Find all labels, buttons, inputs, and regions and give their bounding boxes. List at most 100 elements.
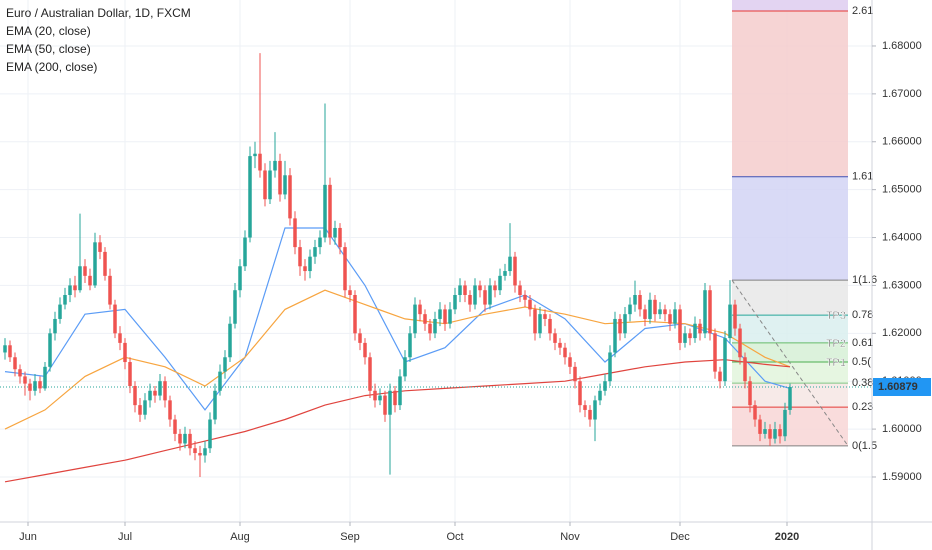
fib-zone [732,362,848,384]
candle-body [298,247,302,267]
candle-body [233,290,237,324]
candle-body [368,357,372,391]
candle-body [643,309,647,319]
candle-body [443,309,447,324]
candle-body [463,285,467,296]
candle-body [603,381,607,391]
candle-body [598,390,602,401]
candle-body [278,160,282,195]
fib-label: 0.5( [852,356,871,368]
candle-body [338,227,342,248]
legend-entry: EMA (50, close) [6,42,91,56]
candle-body [223,357,227,372]
candle-body [753,405,757,420]
candle-body [523,295,527,300]
x-tick-label: 2020 [775,531,799,543]
candle-body [708,290,712,334]
y-tick-label: 1.59000 [882,471,922,483]
fib-label: 2.61 [852,5,873,17]
candle-body [398,376,402,406]
candle-body [238,266,242,291]
candle-body [433,318,437,334]
candle-body [763,429,767,434]
fib-label: 0.38 [852,377,873,389]
candle-body [458,285,462,296]
y-tick-label: 1.67000 [882,88,922,100]
candle-body [473,285,477,305]
candle-body [318,237,322,248]
candle-body [263,170,267,200]
candle-body [243,237,247,267]
fib-zone [732,176,848,281]
y-tick-label: 1.65000 [882,184,922,196]
candle-body [23,376,27,384]
candle-body [268,170,272,200]
candle-body [168,400,172,420]
candle-body [83,266,87,276]
legend-entry: EMA (200, close) [6,60,97,74]
candle-body [768,429,772,439]
candle-body [48,333,52,367]
candle-body [743,357,747,382]
x-tick-label: Aug [230,531,250,543]
candle-body [678,309,682,343]
candle-body [358,333,362,343]
candle-body [548,318,552,334]
candle-body [153,390,157,396]
candle-body [448,309,452,324]
candle-body [38,381,42,389]
candle-body [748,381,752,406]
candle-body [98,242,102,252]
y-tick-label: 1.62000 [882,327,922,339]
candle-body [428,323,432,334]
candle-body [3,345,7,353]
candle-body [698,323,702,334]
x-tick-label: Jul [118,531,132,543]
candle-body [303,266,307,272]
candle-body [293,218,297,248]
candle-body [648,299,652,319]
candle-body [568,357,572,367]
candle-body [703,290,707,334]
candle-body [328,184,332,238]
candle-body [8,345,12,358]
candle-body [313,247,317,257]
candle-body [668,314,672,324]
candle-body [613,318,617,353]
candle-body [423,314,427,324]
fib-label: 0(1.5 [852,440,877,452]
x-tick-label: Dec [670,531,690,543]
candle-body [248,156,252,238]
candle-body [413,304,417,334]
candle-body [618,318,622,334]
candle-body [193,448,197,454]
candle-body [253,153,257,157]
candle-body [88,275,92,286]
fib-label: 0.78 [852,309,873,321]
candle-body [323,184,327,238]
fib-tool: 2.61 1.61 1(1.6 0.78 TP3 0.61 TP2 0.5(TP1 0.38 0.… [731,0,877,452]
y-tick-label: 1.68000 [882,40,922,52]
candle-body [308,256,312,272]
candle-body [633,295,637,305]
candle-body [498,275,502,291]
candle-body [718,371,722,382]
candle-body [773,429,777,439]
candle-body [483,290,487,305]
x-tick-label: Oct [446,531,463,543]
candle-body [558,342,562,348]
candle-body [693,323,697,339]
candle-body [468,295,472,305]
candle-body [573,366,577,382]
y-tick-label: 1.60000 [882,423,922,435]
candle-body [713,333,717,372]
fib-top-zone [732,0,848,12]
candle-body [353,295,357,334]
candle-body [68,285,72,296]
candle-body [518,285,522,296]
x-tick-label: Jun [19,531,37,543]
x-tick-label: Sep [340,531,360,543]
candle-body [13,357,17,370]
fib-zone [732,280,848,316]
